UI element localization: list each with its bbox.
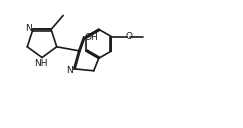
Text: N: N [26,24,32,33]
Text: O: O [126,32,133,41]
Text: N: N [66,66,73,75]
Text: NH: NH [34,59,48,68]
Text: OH: OH [84,33,98,42]
